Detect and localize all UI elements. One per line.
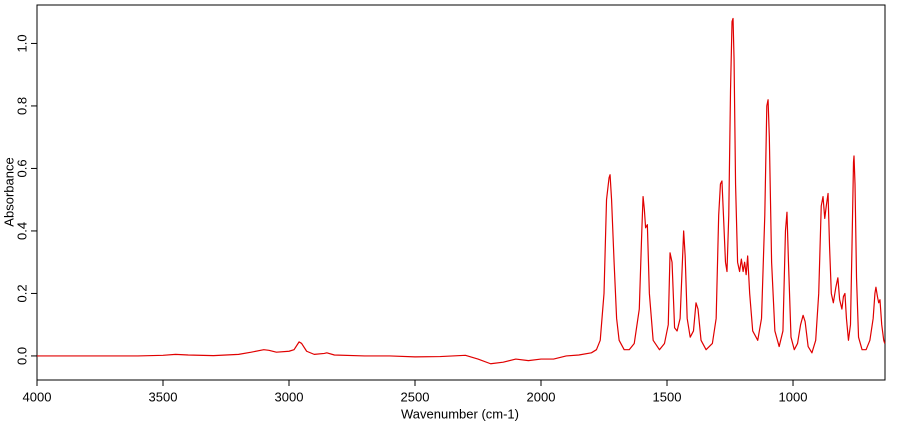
x-tick-label: 3000 (275, 389, 304, 404)
plot-frame (36, 4, 886, 381)
x-tick-label: 4000 (23, 389, 52, 404)
x-tick-label: 2000 (527, 389, 556, 404)
y-tick-label: 0.0 (14, 347, 29, 365)
y-tick-label: 1.0 (14, 34, 29, 52)
y-tick-label: 0.4 (14, 222, 29, 240)
y-tick-label: 0.8 (14, 97, 29, 115)
x-tick-label: 1500 (653, 389, 682, 404)
x-axis-label: Wavenumber (cm-1) (401, 406, 519, 421)
spectrum-line (37, 17, 886, 365)
x-tick-label: 2500 (401, 389, 430, 404)
x-tick-label: 1000 (779, 389, 808, 404)
y-tick-label: 0.2 (14, 284, 29, 302)
x-tick-label: 3500 (149, 389, 178, 404)
y-tick-label: 0.6 (14, 159, 29, 177)
y-axis-label: Absorbance (1, 157, 16, 226)
